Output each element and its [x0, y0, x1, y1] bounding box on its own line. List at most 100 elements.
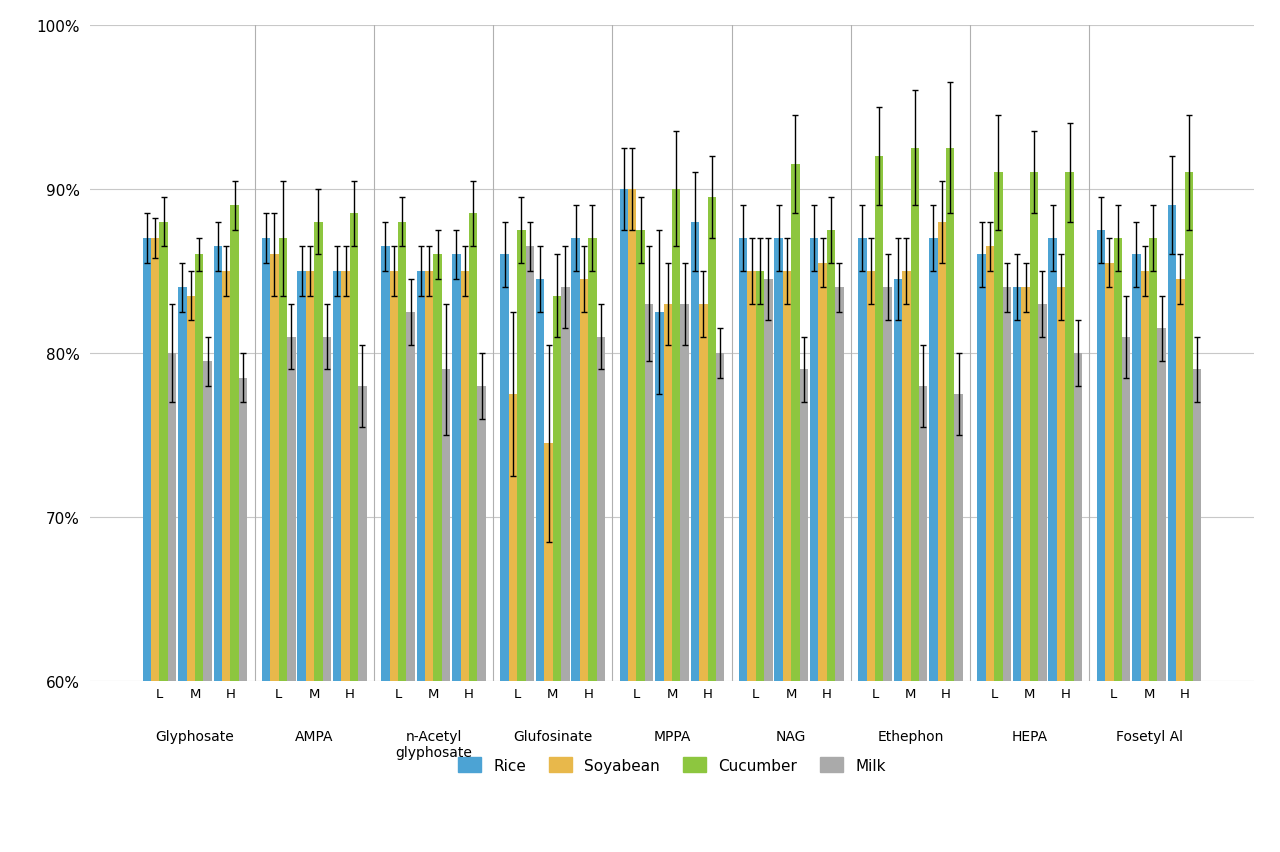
Bar [1114, 239, 1123, 852]
Bar [1030, 173, 1038, 852]
Bar [1193, 370, 1202, 852]
Bar [986, 247, 995, 852]
Bar [1074, 354, 1082, 852]
Bar [978, 256, 986, 852]
Bar [748, 272, 755, 852]
Bar [1176, 279, 1184, 852]
Bar [239, 378, 247, 852]
Bar [434, 256, 442, 852]
Bar [827, 231, 836, 852]
Bar [628, 189, 636, 852]
Bar [342, 272, 349, 852]
Bar [893, 279, 902, 852]
Bar [580, 279, 589, 852]
Bar [929, 239, 938, 852]
Bar [187, 296, 195, 852]
Bar [160, 222, 168, 852]
Bar [1167, 206, 1176, 852]
Legend: Rice, Soyabean, Cucumber, Milk: Rice, Soyabean, Cucumber, Milk [452, 751, 892, 779]
Bar [178, 288, 187, 852]
Bar [938, 222, 946, 852]
Bar [708, 198, 716, 852]
Bar [508, 394, 517, 852]
Bar [596, 337, 605, 852]
Bar [553, 296, 561, 852]
Bar [691, 222, 699, 852]
Bar [468, 214, 477, 852]
Bar [636, 231, 645, 852]
Bar [791, 165, 800, 852]
Bar [672, 189, 681, 852]
Bar [452, 256, 461, 852]
Bar [663, 304, 672, 852]
Bar [883, 288, 892, 852]
Bar [204, 362, 211, 852]
Bar [477, 387, 486, 852]
Bar [1038, 304, 1047, 852]
Bar [571, 239, 580, 852]
Bar [517, 231, 526, 852]
Bar [755, 272, 764, 852]
Bar [818, 263, 827, 852]
Bar [783, 272, 791, 852]
Bar [1184, 173, 1193, 852]
Bar [287, 337, 296, 852]
Bar [1057, 288, 1065, 852]
Bar [561, 288, 570, 852]
Bar [297, 272, 306, 852]
Bar [1149, 239, 1157, 852]
Bar [168, 354, 177, 852]
Bar [764, 279, 773, 852]
Bar [836, 288, 844, 852]
Bar [681, 304, 689, 852]
Bar [876, 157, 883, 852]
Bar [655, 313, 663, 852]
Bar [1012, 288, 1021, 852]
Bar [1133, 256, 1140, 852]
Bar [526, 247, 534, 852]
Bar [544, 444, 553, 852]
Bar [1048, 239, 1057, 852]
Bar [314, 222, 323, 852]
Bar [1097, 231, 1105, 852]
Bar [946, 148, 955, 852]
Bar [230, 206, 239, 852]
Bar [461, 272, 468, 852]
Bar [142, 239, 151, 852]
Bar [323, 337, 332, 852]
Bar [1123, 337, 1130, 852]
Bar [1105, 263, 1114, 852]
Bar [1157, 329, 1166, 852]
Bar [1065, 173, 1074, 852]
Bar [699, 304, 708, 852]
Bar [442, 370, 451, 852]
Bar [381, 247, 389, 852]
Bar [589, 239, 596, 852]
Bar [919, 387, 928, 852]
Bar [739, 239, 748, 852]
Bar [221, 272, 230, 852]
Bar [995, 173, 1002, 852]
Bar [306, 272, 314, 852]
Bar [214, 247, 221, 852]
Bar [910, 148, 919, 852]
Bar [195, 256, 204, 852]
Bar [620, 189, 628, 852]
Bar [867, 272, 876, 852]
Bar [262, 239, 270, 852]
Bar [902, 272, 910, 852]
Bar [1021, 288, 1030, 852]
Bar [333, 272, 342, 852]
Bar [858, 239, 867, 852]
Bar [389, 272, 398, 852]
Bar [645, 304, 653, 852]
Bar [774, 239, 783, 852]
Bar [810, 239, 818, 852]
Bar [279, 239, 287, 852]
Bar [1002, 288, 1011, 852]
Bar [416, 272, 425, 852]
Bar [716, 354, 724, 852]
Bar [1140, 272, 1149, 852]
Bar [358, 387, 366, 852]
Bar [425, 272, 434, 852]
